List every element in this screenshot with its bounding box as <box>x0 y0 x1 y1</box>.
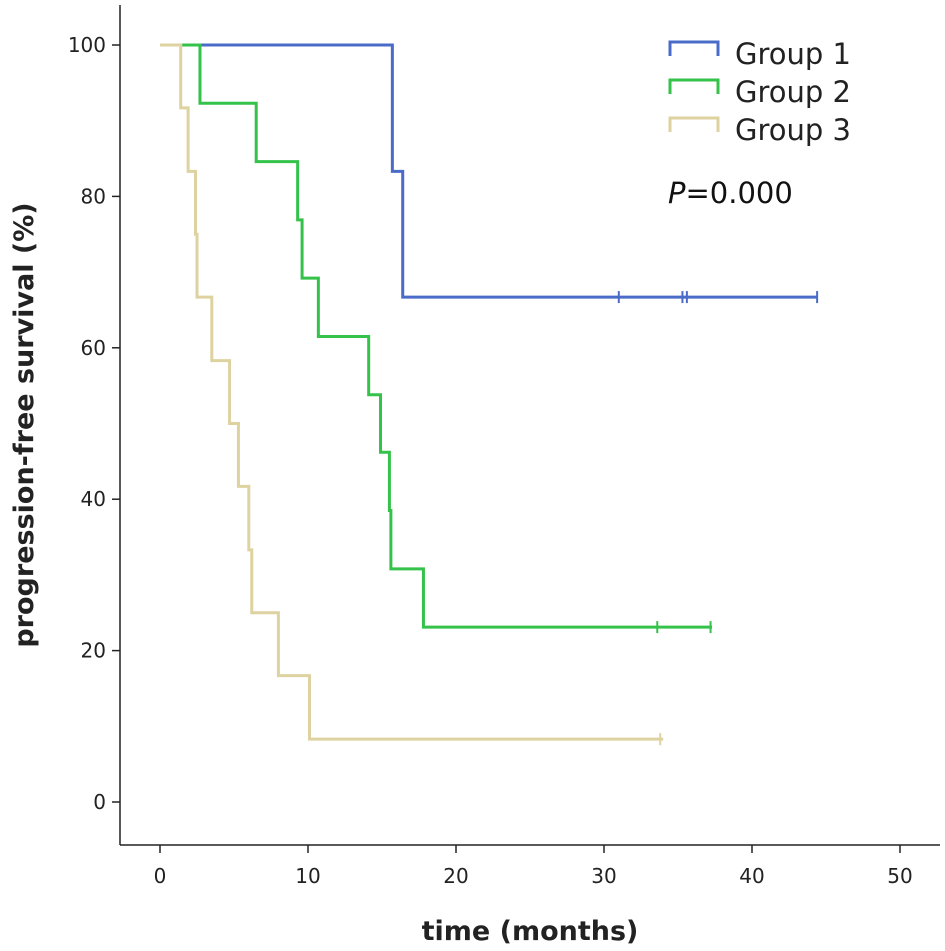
legend-label-group-2: Group 2 <box>735 75 851 109</box>
x-tick-label-3: 30 <box>591 864 616 888</box>
y-tick-label-4: 80 <box>81 184 106 208</box>
legend-swatch-group-3 <box>668 116 720 132</box>
x-tick-label-2: 20 <box>443 864 468 888</box>
x-axis-title: time (months) <box>422 916 639 947</box>
y-axis-title: progression-free survival (%) <box>9 202 40 647</box>
legend-swatch-group-2 <box>668 78 720 94</box>
series-group-2 <box>160 43 713 634</box>
y-tick-label-3: 60 <box>81 336 106 360</box>
legend-swatch-group-1 <box>668 40 720 56</box>
y-tick-label-2: 40 <box>81 487 106 511</box>
x-tick-label-1: 10 <box>295 864 320 888</box>
legend-label-group-1: Group 1 <box>735 37 851 71</box>
legend: Group 1 Group 2 Group 3 <box>668 37 851 147</box>
p-value-text: =0.000 <box>686 176 793 210</box>
x-tick-label-5: 50 <box>887 864 912 888</box>
y-tick-label-5: 100 <box>68 33 106 57</box>
x-tick-label-4: 40 <box>739 864 764 888</box>
y-tick-label-1: 20 <box>81 639 106 663</box>
x-axis-ticks: 0 10 20 30 40 50 <box>154 845 913 888</box>
series-line-group-3 <box>160 43 664 741</box>
legend-label-group-3: Group 3 <box>735 113 851 147</box>
y-axis-ticks: 0 20 40 60 80 100 <box>68 33 120 814</box>
y-tick-label-0: 0 <box>93 790 106 814</box>
x-tick-label-0: 0 <box>154 864 167 888</box>
series-group-1 <box>160 43 819 304</box>
series-group-3 <box>160 43 664 746</box>
series-line-group-2 <box>160 43 713 629</box>
p-value-annotation: P=0.000 <box>668 176 793 210</box>
series-line-group-1 <box>160 43 818 299</box>
series-layer <box>160 43 819 746</box>
p-value-symbol: P <box>668 176 686 210</box>
